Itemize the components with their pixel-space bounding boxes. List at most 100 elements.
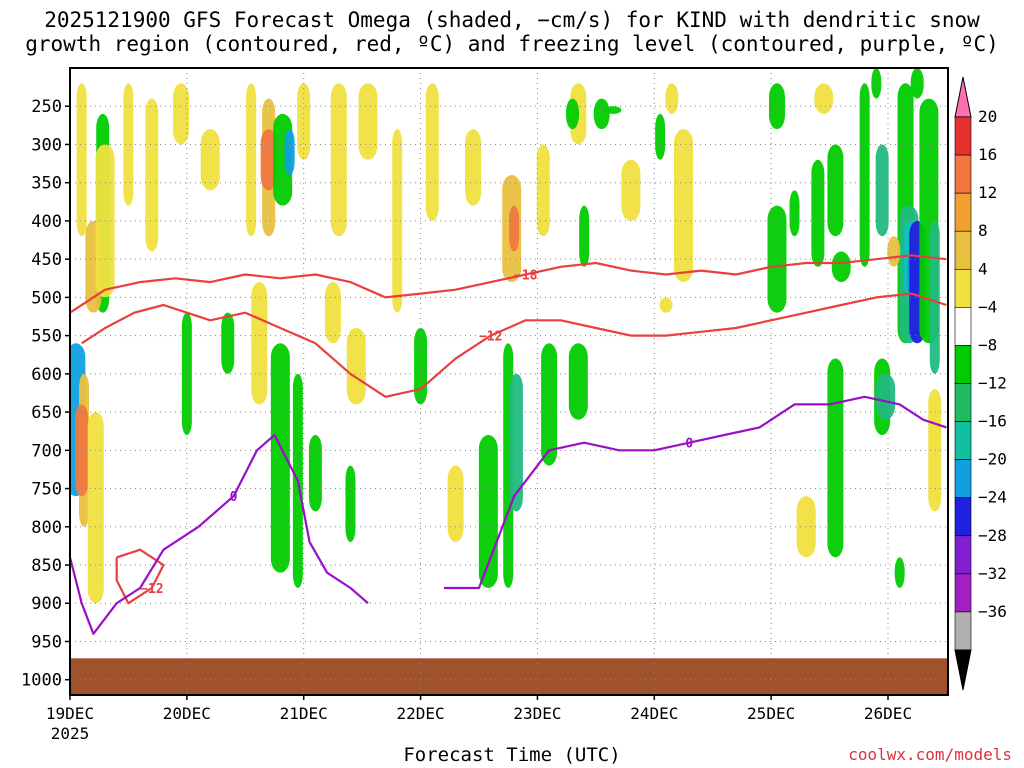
y-tick-label: 350 — [31, 174, 62, 194]
omega-shading-cell — [221, 312, 235, 374]
freezing-level-contour — [70, 433, 369, 635]
y-tick-label: 900 — [31, 594, 62, 614]
shaded-field: −18 −12 −12 0 0 — [70, 68, 948, 695]
omega-shading-cell — [541, 343, 558, 466]
freezing-level-contour-label: 0 — [685, 437, 693, 452]
credit-link[interactable]: coolwx.com/models — [848, 745, 1012, 764]
omega-shading-cell — [593, 98, 610, 130]
colorbar-label: −20 — [978, 450, 1007, 469]
colorbar-segment — [954, 154, 972, 194]
dgz-contour-red-label: −12 — [479, 330, 502, 345]
y-tick-label: 250 — [31, 97, 62, 117]
omega-shading-cell — [345, 465, 356, 543]
y-tick-label: 450 — [31, 250, 62, 270]
omega-shading-cell — [887, 236, 901, 267]
omega-shading-cell — [251, 282, 268, 405]
omega-shading-cell — [910, 68, 924, 99]
omega-shading-cell — [465, 129, 482, 206]
omega-shading-cell — [565, 98, 579, 130]
dgz-contour-red — [115, 548, 165, 605]
y-tick-label: 600 — [31, 365, 62, 385]
omega-shading-cell — [789, 190, 800, 237]
omega-shading-cell — [414, 327, 428, 405]
omega-shading-cell — [392, 129, 403, 313]
omega-shading-cell — [827, 358, 844, 558]
colorbar-segment — [954, 497, 972, 537]
x-tick-label: 25DEC — [747, 704, 795, 723]
omega-shading-cell — [260, 129, 277, 191]
x-tick-year-label: 2025 — [51, 724, 90, 743]
omega-shading-cell — [536, 144, 550, 237]
colorbar-label: 20 — [978, 107, 997, 126]
omega-shading-cell — [358, 83, 378, 160]
colorbar-label: −12 — [978, 374, 1007, 393]
y-tick-label: 950 — [31, 632, 62, 652]
x-tick-label: 21DEC — [280, 704, 328, 723]
y-tick-label: 300 — [31, 135, 62, 155]
colorbar-segment — [954, 230, 972, 270]
omega-shading-cell — [605, 106, 622, 114]
colorbar-label: −24 — [978, 488, 1007, 507]
chart-title-line-1: 2025121900 GFS Forecast Omega (shaded, −… — [44, 8, 980, 32]
omega-shading-cell — [579, 205, 590, 267]
y-tick-label: 700 — [31, 441, 62, 461]
omega-shading-cell — [814, 83, 834, 114]
y-tick-label: 550 — [31, 327, 62, 347]
omega-shading-cell — [831, 251, 851, 283]
dgz-contour-red — [81, 292, 947, 398]
omega-shading-cell — [145, 98, 159, 252]
freezing-level-contour — [443, 395, 947, 590]
y-tick-label: 800 — [31, 518, 62, 538]
colorbar-label: −36 — [978, 602, 1007, 621]
y-tick-label: 400 — [31, 212, 62, 232]
colorbar: 20 16 12 8 4 −4 −8 −12 −16 −20 −24 −28 −32 −36 — [954, 76, 1007, 691]
dgz-contour-red-label: −18 — [514, 268, 538, 283]
x-tick-label: 23DEC — [513, 704, 561, 723]
colorbar-label: 8 — [978, 221, 988, 240]
omega-shading-cell — [346, 327, 366, 405]
omega-shading-cell — [270, 343, 290, 573]
colorbar-segment — [954, 116, 972, 156]
colorbar-label: −28 — [978, 526, 1007, 545]
omega-shading-cell — [330, 83, 347, 237]
colorbar-segment — [954, 535, 972, 575]
omega-shading-cell — [324, 282, 341, 344]
omega-shading-cell — [796, 496, 816, 558]
omega-shading-cell — [659, 297, 673, 313]
x-tick-label: 19DEC — [46, 704, 94, 723]
x-tick-label: 20DEC — [163, 704, 211, 723]
freezing-level-contour-label: 0 — [230, 490, 238, 505]
omega-shading-cell — [246, 83, 257, 237]
colorbar-cap-bottom — [954, 649, 972, 691]
x-tick-label: 24DEC — [630, 704, 678, 723]
colorbar-segment — [954, 459, 972, 499]
colorbar-segment — [954, 192, 972, 232]
omega-shading-cell — [928, 389, 942, 512]
colorbar-segment — [954, 421, 972, 460]
omega-shading-cell — [859, 83, 870, 267]
colorbar-segment — [954, 268, 972, 308]
omega-shading-cell — [876, 373, 896, 420]
plot-frame — [69, 67, 949, 696]
colorbar-segment — [954, 345, 972, 384]
chart-title-line-2: growth region (contoured, red, ºC) and f… — [25, 32, 999, 56]
omega-shading-cell — [894, 557, 905, 588]
colorbar-label: 4 — [978, 259, 988, 278]
x-tick-label: 22DEC — [396, 704, 444, 723]
ground-surface — [70, 658, 948, 695]
omega-shading-cell — [768, 83, 785, 130]
omega-shading-cell — [425, 83, 439, 221]
colorbar-label: 16 — [978, 145, 997, 164]
omega-shading-cell — [674, 129, 693, 283]
colorbar-label: 12 — [978, 183, 997, 202]
colorbar-segment — [954, 611, 972, 651]
omega-shading-cell — [76, 83, 87, 237]
colorbar-segment — [954, 307, 972, 346]
colorbar-segment — [954, 383, 972, 422]
omega-shading-cell — [447, 465, 464, 543]
axes: 250 300 350 400 450 500 550 600 650 700 750 800 850 9… — [21, 67, 949, 743]
omega-shading-cell — [509, 373, 523, 512]
omega-shading-cell — [308, 435, 322, 512]
colorbar-label: −8 — [978, 335, 997, 354]
colorbar-label: −32 — [978, 564, 1007, 583]
